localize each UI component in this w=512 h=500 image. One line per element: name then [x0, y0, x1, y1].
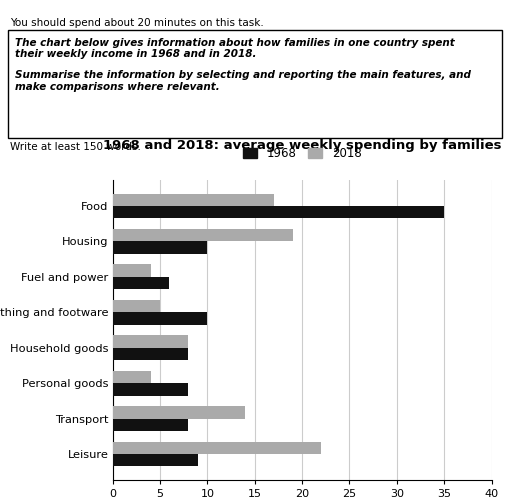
Bar [113, 194, 273, 206]
Bar [113, 229, 293, 241]
Bar [113, 348, 188, 360]
Text: Write at least 150 words.: Write at least 150 words. [10, 142, 141, 152]
Bar [113, 454, 198, 466]
Bar [113, 242, 207, 254]
Bar [113, 370, 151, 383]
Bar [113, 418, 188, 431]
Bar [113, 406, 245, 418]
Bar [113, 336, 188, 347]
Bar [113, 206, 444, 218]
Text: You should spend about 20 minutes on this task.: You should spend about 20 minutes on thi… [10, 18, 264, 28]
Text: The chart below gives information about how families in one country spent
their : The chart below gives information about … [15, 38, 455, 59]
Bar [113, 312, 207, 324]
Bar [113, 383, 188, 396]
Bar [113, 300, 160, 312]
Bar [113, 277, 169, 289]
Legend: 1968, 2018: 1968, 2018 [238, 142, 366, 165]
Text: Summarise the information by selecting and reporting the main features, and
make: Summarise the information by selecting a… [15, 70, 471, 92]
Bar [113, 264, 151, 277]
Bar [113, 442, 321, 454]
Title: 1968 and 2018: average weekly spending by families: 1968 and 2018: average weekly spending b… [103, 140, 501, 152]
